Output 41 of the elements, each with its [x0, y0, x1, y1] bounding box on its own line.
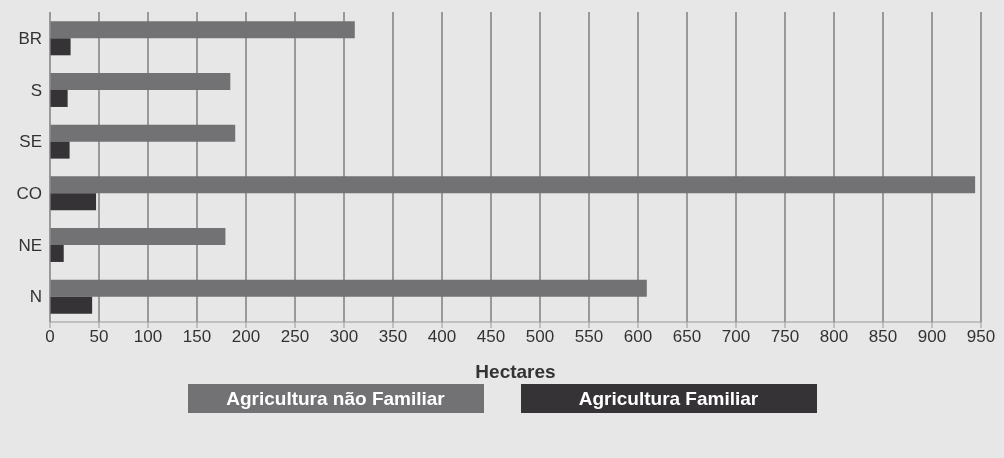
- x-tick-label: 150: [182, 327, 212, 347]
- x-tick-label: 950: [966, 327, 996, 347]
- x-axis-title: Hectares: [475, 361, 556, 382]
- x-tick-label: 350: [378, 327, 408, 347]
- x-tick-label: 600: [623, 327, 653, 347]
- x-tick-label: 500: [525, 327, 555, 347]
- x-tick-label: 100: [133, 327, 163, 347]
- x-tick-label: 250: [280, 327, 310, 347]
- bar: [50, 296, 93, 314]
- text: Agricultura Familiar: [520, 384, 817, 413]
- bar: [50, 89, 68, 107]
- x-tick-label: 550: [574, 327, 604, 347]
- y-tick-label: SE: [19, 132, 42, 152]
- bar: [50, 38, 71, 56]
- bar: [50, 141, 70, 159]
- x-tick-label: 300: [329, 327, 359, 347]
- y-tick-label: N: [29, 287, 42, 307]
- bar: [50, 176, 976, 194]
- bar: [50, 227, 226, 245]
- x-tick-label: 400: [427, 327, 457, 347]
- text: Agricultura não Familiar: [187, 384, 484, 413]
- bar: [50, 21, 355, 39]
- x-tick-label: 50: [89, 327, 109, 347]
- bar: [50, 279, 647, 297]
- y-tick-label: S: [30, 80, 42, 100]
- x-tick-label: 900: [917, 327, 947, 347]
- x-tick-label: 850: [868, 327, 898, 347]
- x-tick-label: 0: [45, 327, 55, 347]
- x-tick-label: 200: [231, 327, 261, 347]
- x-tick-label: 650: [672, 327, 702, 347]
- y-tick-label: BR: [18, 28, 42, 48]
- bar: [50, 124, 236, 142]
- bar: [50, 244, 64, 262]
- bar: [50, 193, 97, 211]
- y-tick-label: NE: [18, 235, 42, 255]
- y-tick-label: CO: [16, 183, 42, 203]
- x-tick-label: 800: [819, 327, 849, 347]
- x-tick-label: 450: [476, 327, 506, 347]
- bar: [50, 72, 231, 90]
- x-tick-label: 750: [770, 327, 800, 347]
- x-tick-label: 700: [721, 327, 751, 347]
